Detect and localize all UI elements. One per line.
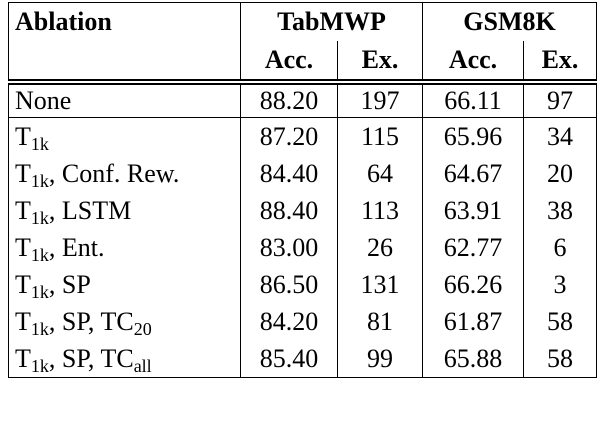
label-text: T [15, 121, 31, 151]
ablation-table: Ablation TabMWP GSM8K Acc. Ex. Acc. Ex. … [8, 2, 597, 378]
table-cell: 65.96 [422, 117, 524, 155]
table-cell: 88.40 [240, 192, 338, 229]
table-cell: 131 [337, 266, 423, 303]
table-body: None 88.20 197 66.11 97 T1k 87.20 115 65.96 34 T1k… [8, 82, 597, 378]
table-cell: 58 [523, 303, 597, 340]
table-cell: 86.50 [240, 266, 338, 303]
table-cell: 58 [523, 340, 597, 378]
label-text: , SP, TC [48, 343, 134, 373]
table-cell: 84.40 [240, 155, 338, 192]
subscript: 20 [133, 318, 152, 339]
table-cell: 197 [337, 82, 423, 118]
row-label: T1k, Ent. [9, 229, 241, 266]
subheader-cell: Acc. [240, 41, 338, 85]
table-cell: 62.77 [422, 229, 524, 266]
table-cell: 115 [337, 117, 423, 155]
table-cell: 38 [523, 192, 597, 229]
subscript: 1k [30, 133, 49, 154]
table-cell: 66.11 [422, 82, 524, 118]
table-cell: 85.40 [240, 340, 338, 378]
table-cell: 66.26 [422, 266, 524, 303]
table-cell: 87.20 [240, 117, 338, 155]
table-cell: 20 [523, 155, 597, 192]
table-row: None 88.20 197 66.11 97 [8, 82, 597, 118]
label-text: T [15, 269, 31, 299]
row-label: T1k, SP [9, 266, 241, 303]
subscript: all [133, 355, 152, 376]
table-cell: 61.87 [422, 303, 524, 340]
table-cell: 3 [523, 266, 597, 303]
header-group: GSM8K [422, 2, 597, 41]
subscript: 1k [30, 318, 49, 339]
row-label: T1k [9, 118, 241, 156]
table-cell: 64 [337, 155, 423, 192]
label-text: , LSTM [48, 195, 132, 225]
label-text: , Ent. [48, 232, 105, 262]
table-row: T1k, LSTM 88.40 113 63.91 38 [9, 192, 597, 229]
table-cell: 64.67 [422, 155, 524, 192]
subscript: 1k [30, 244, 49, 265]
row-label: T1k, LSTM [9, 192, 241, 229]
label-text: T [15, 158, 31, 188]
table-cell: 99 [337, 340, 423, 378]
table-cell: 83.00 [240, 229, 338, 266]
table-cell: 81 [337, 303, 423, 340]
table-row: T1k 87.20 115 65.96 34 [9, 117, 597, 156]
label-text: None [15, 86, 72, 115]
row-label: None [8, 82, 241, 118]
subscript: 1k [30, 281, 49, 302]
table-cell: 65.88 [422, 340, 524, 378]
table-row: T1k, SP, TC20 84.20 81 61.87 58 [9, 303, 597, 340]
subheader-cell: Ex. [337, 41, 423, 85]
subheader-cell: Ex. [523, 41, 597, 85]
label-text: , Conf. Rew. [48, 158, 180, 188]
row-label: T1k, SP, TCall [9, 340, 241, 378]
subscript: 1k [30, 170, 49, 191]
label-text: T [15, 343, 31, 373]
label-text: T [15, 306, 31, 336]
table-row: T1k, SP, TCall 85.40 99 65.88 58 [9, 340, 597, 378]
label-text: T [15, 195, 31, 225]
header-group: TabMWP [240, 2, 423, 41]
table-row: T1k, Conf. Rew. 84.40 64 64.67 20 [9, 155, 597, 192]
subheader-cell: Acc. [422, 41, 524, 85]
subscript: 1k [30, 207, 49, 228]
header-cell: Ablation [15, 7, 112, 36]
table-cell: 113 [337, 192, 423, 229]
label-text: T [15, 232, 31, 262]
table-cell: 6 [523, 229, 597, 266]
table-cell: 88.20 [240, 82, 338, 118]
table-cell: 97 [523, 82, 597, 118]
label-text: , SP [48, 269, 91, 299]
subscript: 1k [30, 355, 49, 376]
table-cell: 63.91 [422, 192, 524, 229]
table-cell: 26 [337, 229, 423, 266]
row-label: T1k, SP, TC20 [9, 303, 241, 340]
row-label: T1k, Conf. Rew. [9, 155, 241, 192]
table-row: T1k, SP 86.50 131 66.26 3 [9, 266, 597, 303]
table-cell: 84.20 [240, 303, 338, 340]
table-cell: 34 [523, 117, 597, 155]
label-text: , SP, TC [48, 306, 134, 336]
table-row: T1k, Ent. 83.00 26 62.77 6 [9, 229, 597, 266]
